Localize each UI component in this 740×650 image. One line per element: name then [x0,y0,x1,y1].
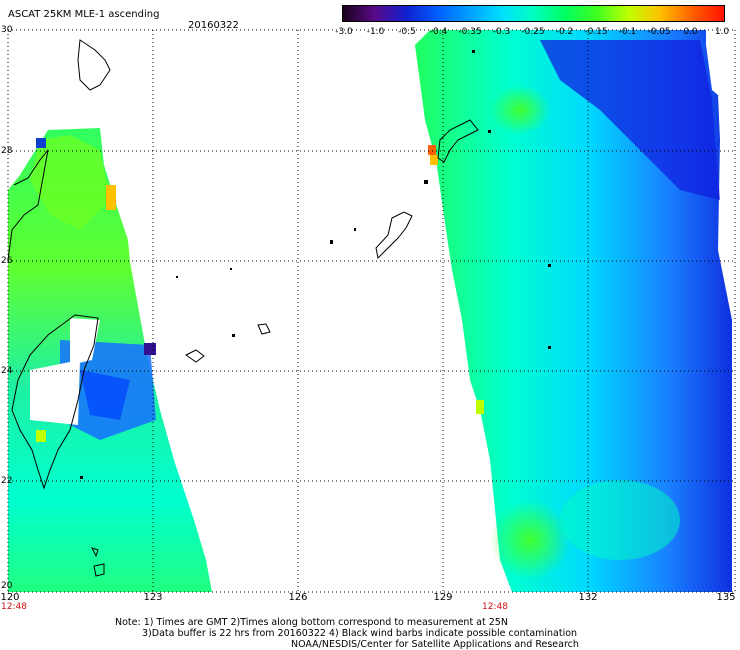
time-label-east: 12:48 [482,602,508,612]
lon-label-120: 120 [0,592,20,603]
note-line-2: 3)Data buffer is 22 hrs from 20160322 4)… [142,628,578,639]
colorbar-tick-label: -3.0 [335,27,353,37]
colorbar-tick-label: -0.3 [492,27,511,37]
lat-label-30: 30 [1,25,13,35]
colorbar-tick-label: -0.25 [521,27,545,37]
colorbar-tick-label: -0.15 [584,27,608,37]
lat-label-26: 26 [1,256,13,266]
footnotes: Note: 1) Times are GMT 2)Times along bot… [115,617,579,650]
lat-label-22: 22 [1,476,13,486]
lon-label-126: 126 [288,592,308,603]
lon-label-132: 132 [578,592,598,603]
lon-label-123: 123 [143,592,163,603]
lon-label-129: 129 [433,592,453,603]
colorbar-tick-label: -0.1 [618,27,637,37]
colorbar-tick-label: -0.35 [458,27,482,37]
western-swath [8,128,212,592]
time-label-west: 12:48 [1,602,27,612]
coastlines [7,39,479,577]
map-date: 20160322 [188,20,239,31]
eastern-swath [415,30,732,592]
colorbar-tick-label: 0.0 [683,27,698,37]
lat-label-28: 28 [1,146,13,156]
note-line-3: NOAA/NESDIS/Center for Satellite Applica… [291,639,579,650]
lat-label-20: 20 [1,581,13,591]
colorbar-tick-label: -0.4 [429,27,448,37]
small-islands [80,50,551,479]
note-line-1: Note: 1) Times are GMT 2)Times along bot… [115,617,508,628]
colorbar-tick-label: -1.0 [366,27,385,37]
colorbar-tick-label: 1.0 [714,27,730,37]
lat-label-24: 24 [1,366,13,376]
colorbar [342,5,725,22]
lon-label-135: 135 [716,592,736,603]
map-title: ASCAT 25KM MLE-1 ascending [8,9,160,20]
graticule [7,29,736,593]
colorbar-tick-label: -0.2 [555,27,574,37]
colorbar-tick-label: -0.05 [647,27,671,37]
colorbar-tick-label: -0.5 [398,27,416,37]
